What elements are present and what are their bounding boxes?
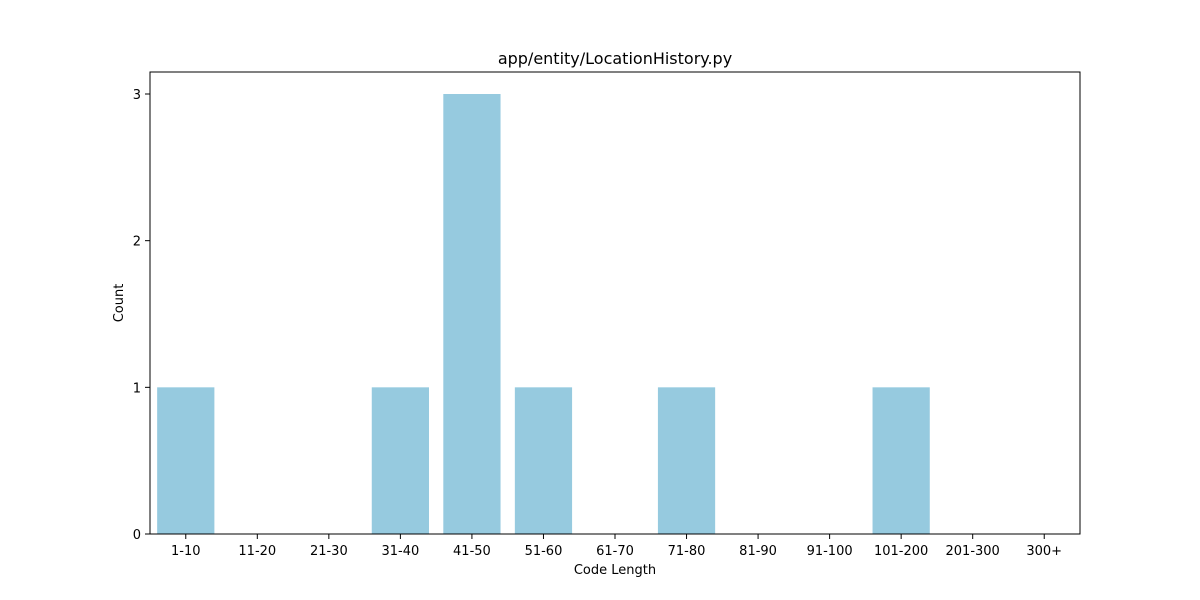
x-tick-label: 91-100: [807, 544, 853, 559]
x-tick-label: 300+: [1026, 544, 1062, 559]
chart-title: app/entity/LocationHistory.py: [498, 49, 732, 68]
x-tick-label: 61-70: [596, 544, 634, 559]
y-tick-label: 1: [133, 381, 141, 396]
x-tick-label: 71-80: [668, 544, 706, 559]
x-axis-label: Code Length: [574, 563, 656, 578]
bar-51-60: [514, 387, 573, 534]
plot-frame: [149, 71, 1081, 535]
x-tick-label: 31-40: [381, 544, 419, 559]
x-tick-label: 201-300: [946, 544, 1000, 559]
y-axis-label: Count: [112, 284, 127, 323]
y-axis-ticks: 0 1 2 3: [133, 88, 150, 543]
x-tick-label: 1-10: [171, 544, 201, 559]
x-tick-label: 101-200: [874, 544, 928, 559]
x-tick-label: 21-30: [310, 544, 348, 559]
y-tick-label: 2: [133, 235, 141, 250]
x-tick-label: 51-60: [525, 544, 563, 559]
bar-41-50: [443, 94, 501, 534]
bars-layer: [157, 94, 930, 534]
x-tick-label: 11-20: [238, 544, 276, 559]
bar-31-40: [371, 387, 429, 534]
bar-71-80: [657, 387, 716, 534]
x-tick-label: 41-50: [453, 544, 491, 559]
bar-101-200: [872, 387, 930, 534]
x-tick-label: 81-90: [739, 544, 777, 559]
y-tick-label: 0: [133, 528, 141, 543]
bar-1-10: [157, 387, 215, 534]
x-axis-ticks: 1-10 11-20 21-30 31-40 41-50 51-60 61-70 71-80 8…: [171, 534, 1062, 559]
y-tick-label: 3: [133, 88, 141, 103]
